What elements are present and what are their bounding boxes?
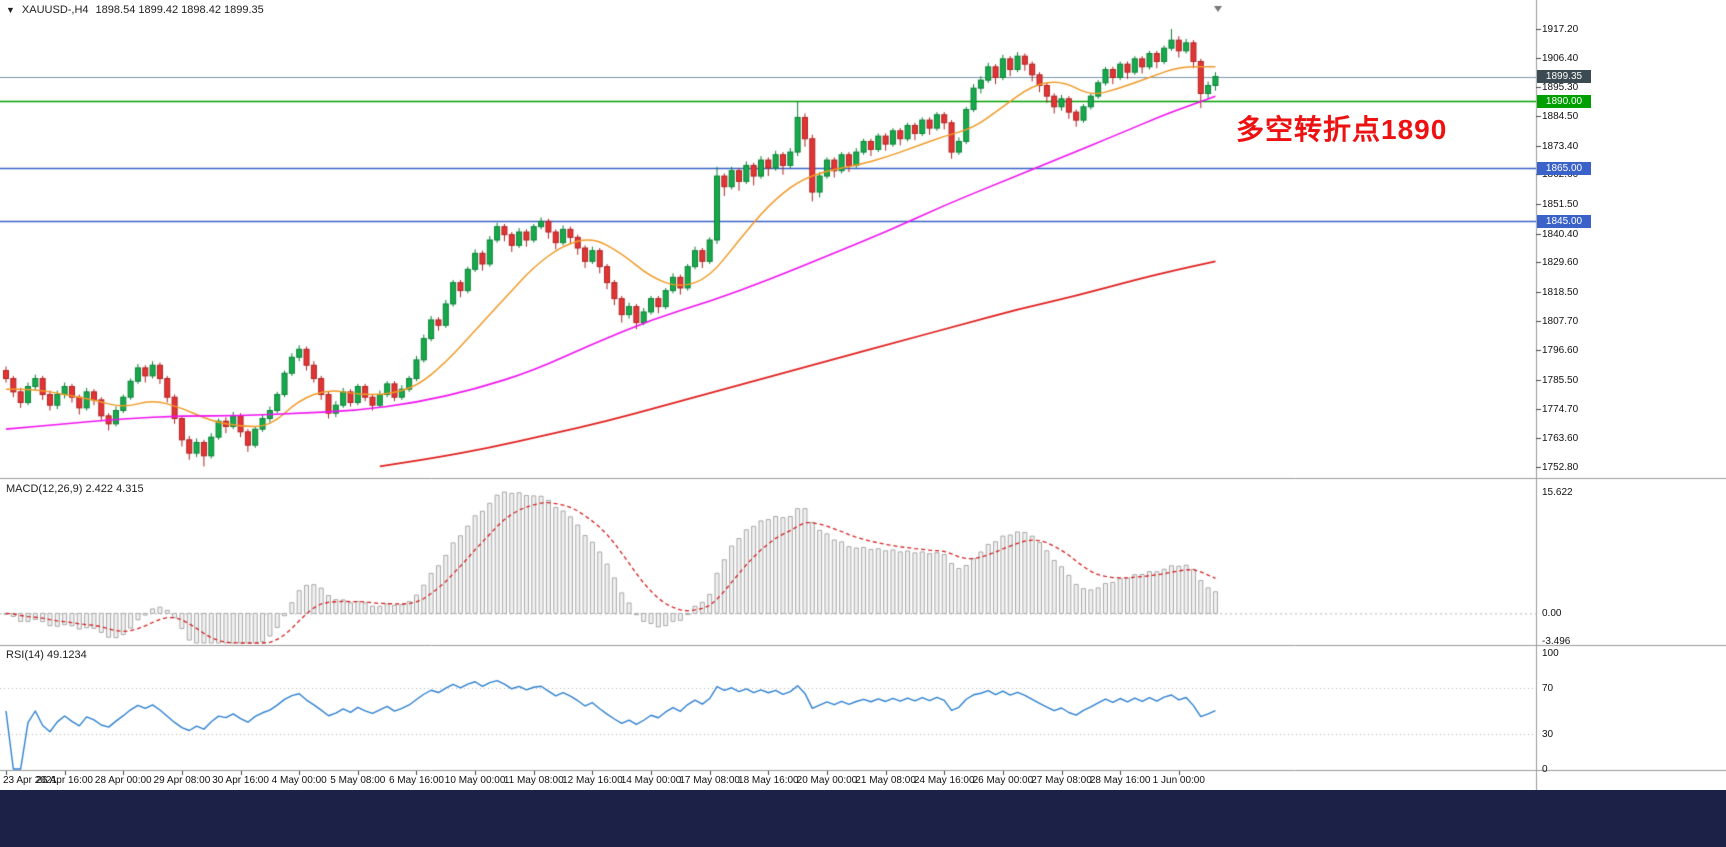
date-axis-label: 12 May 16:00 [562, 775, 623, 786]
date-axis-label: 27 May 08:00 [1031, 775, 1092, 786]
price-axis-label: 1763.60 [1542, 433, 1579, 445]
chart-title: ▼ XAUUSD-,H4 1898.54 1899.42 1898.42 189… [6, 4, 264, 16]
price-axis-label: 1796.60 [1542, 345, 1579, 357]
date-axis-label: 6 May 16:00 [388, 775, 444, 786]
date-axis-label: 20 May 00:00 [796, 775, 858, 786]
date-axis-label: 21 May 08:00 [855, 775, 916, 786]
date-axis-label: 4 May 00:00 [271, 775, 327, 786]
annotation-text: 多空转折点1890 [1236, 114, 1448, 145]
rsi-axis-label: 70 [1542, 682, 1554, 694]
chart-symbol-timeframe: XAUUSD-,H4 [21, 4, 89, 16]
hline-price-badge[interactable]: 1890.00 [1537, 94, 1591, 108]
rsi-name: RSI(14) [6, 649, 44, 661]
date-axis-label: 24 May 16:00 [913, 775, 975, 786]
price-axis-label: 1829.60 [1542, 257, 1579, 269]
date-axis-label: 17 May 08:00 [679, 775, 740, 786]
date-axis-label: 23 Apr 2021 [3, 775, 57, 786]
macd-axis-label: 0.00 [1542, 608, 1562, 620]
current-price-badge: 1899.35 [1537, 70, 1591, 84]
chart-ohlc-values: 1898.54 1899.42 1898.42 1899.35 [95, 4, 264, 16]
price-axis-label: 1785.50 [1542, 374, 1579, 386]
price-axis-label: 1840.40 [1542, 228, 1579, 240]
macd-axis-label: 15.622 [1542, 487, 1573, 498]
price-axis-label: 1752.80 [1542, 462, 1579, 473]
hline-price-badge[interactable]: 1865.00 [1537, 161, 1591, 175]
price-axis-label: 1774.70 [1542, 403, 1579, 415]
taskbar [0, 790, 1726, 847]
rsi-axis-label: 30 [1542, 729, 1554, 741]
price-axis[interactable]: 1917.20 1906.40 1895.30 1884.50 1873.40 1862.… [1536, 0, 1726, 790]
date-axis-label: 29 Apr 08:00 [153, 775, 211, 786]
date-axis-label: 30 Apr 16:00 [212, 775, 269, 786]
price-axis-label: 1906.40 [1542, 52, 1579, 64]
rsi-indicator-label: RSI(14) 49.1234 [6, 649, 87, 661]
symbol-dropdown-icon[interactable]: ▼ [6, 5, 15, 15]
macd-values: 2.422 4.315 [85, 483, 144, 495]
price-axis-label: 1917.20 [1542, 24, 1579, 35]
date-axis-label: 14 May 00:00 [620, 775, 682, 786]
date-axis-label: 26 Apr 16:00 [36, 775, 93, 786]
date-axis-label: 26 May 00:00 [972, 775, 1034, 786]
date-axis-label: 28 Apr 00:00 [94, 775, 152, 786]
macd-axis-label: -3.496 [1542, 635, 1571, 647]
date-axis[interactable]: 23 Apr 2021 26 Apr 16:00 28 Apr 00:00 29 Ap… [0, 770, 1536, 790]
rsi-axis-label: 0 [1542, 764, 1548, 775]
price-axis-label: 1807.70 [1542, 315, 1579, 327]
hline-price-badge[interactable]: 1845.00 [1537, 214, 1591, 228]
price-axis-label: 1884.50 [1542, 111, 1579, 123]
macd-name: MACD(12,26,9) [6, 483, 83, 495]
price-axis-label: 1895.30 [1542, 82, 1579, 94]
chart-canvas[interactable] [0, 0, 1726, 790]
rsi-value: 49.1234 [46, 649, 87, 661]
macd-indicator-label: MACD(12,26,9) 2.422 4.315 [6, 483, 144, 495]
date-axis-label: 18 May 16:00 [738, 775, 799, 786]
price-axis-label: 1851.50 [1542, 199, 1579, 211]
date-axis-label: 11 May 08:00 [503, 775, 564, 786]
rsi-axis-label: 100 [1542, 648, 1559, 659]
date-axis-label: 1 Jun 00:00 [1152, 775, 1205, 786]
date-axis-label: 10 May 00:00 [444, 775, 506, 786]
date-axis-label: 5 May 08:00 [330, 775, 386, 786]
price-axis-label: 1862.60 [1542, 169, 1579, 181]
date-axis-label: 28 May 16:00 [1089, 775, 1151, 786]
price-axis-label: 1818.50 [1542, 286, 1579, 298]
price-axis-label: 1873.40 [1542, 140, 1579, 152]
